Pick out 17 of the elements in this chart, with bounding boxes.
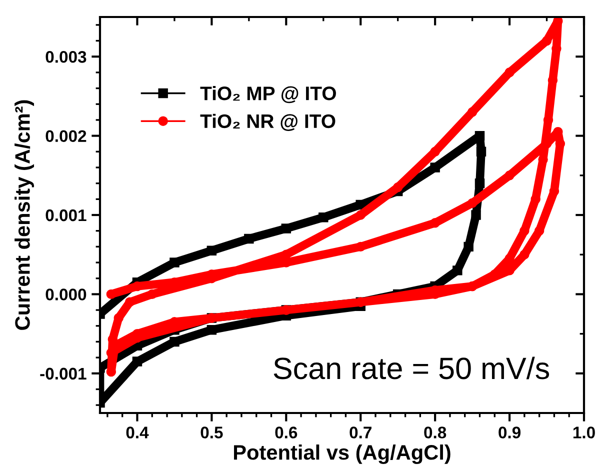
legend-label: TiO₂ NR @ ITO — [200, 114, 336, 131]
x-tick-label: 0.9 — [498, 426, 521, 438]
y-tick-label: -0.001 — [40, 368, 86, 380]
x-tick-label: 0.6 — [275, 426, 298, 438]
y-axis-title: Current density (A/cm²) — [14, 100, 34, 330]
x-tick-label: 0.4 — [126, 426, 149, 438]
legend-label: TiO₂ MP @ ITO — [200, 86, 336, 104]
x-tick-label: 1.0 — [573, 426, 595, 438]
x-axis-title: Potential vs (Ag/AgCl) — [234, 444, 450, 464]
x-tick-label: 0.5 — [200, 426, 223, 438]
x-tick-label: 0.8 — [424, 426, 446, 438]
x-tick-label: 0.7 — [350, 426, 372, 438]
y-tick-label: 0.000 — [46, 288, 86, 300]
annotation: Scan rate = 50 mV/s — [274, 356, 550, 380]
y-tick-label: 0.001 — [46, 209, 86, 222]
y-tick-label: 0.003 — [46, 51, 86, 63]
y-tick-label: 0.002 — [46, 130, 86, 142]
